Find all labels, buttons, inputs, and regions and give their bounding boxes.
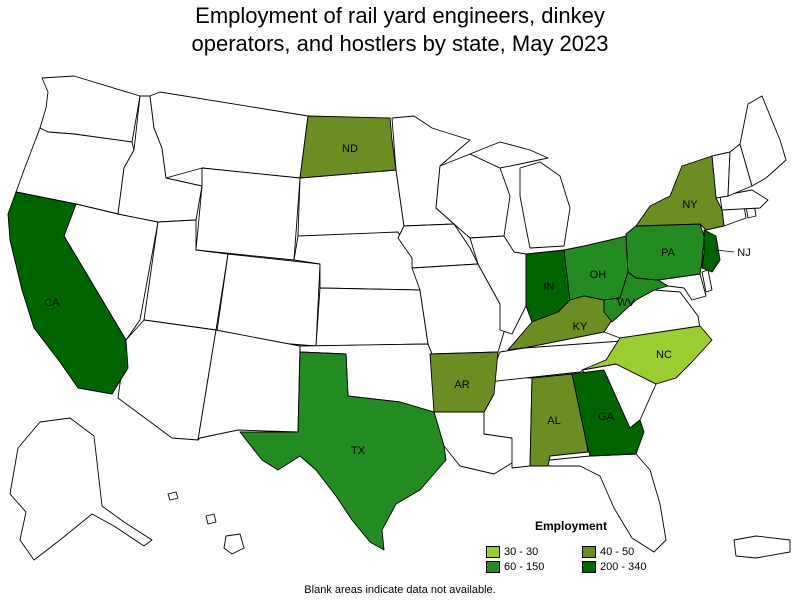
base-states [9, 75, 791, 561]
label-pa: PA [661, 247, 676, 259]
legend-swatch [582, 546, 596, 558]
puerto-rico [733, 535, 791, 559]
map-title: Employment of rail yard engineers, dinke… [0, 2, 800, 58]
state-tx [239, 351, 447, 551]
legend-label: 40 - 50 [600, 546, 635, 558]
state-oh [563, 235, 629, 301]
state-ks [315, 287, 429, 347]
state-labels: CA ND TX AR IN OH KY WV PA NY NJ NC AL G… [44, 143, 750, 457]
state-de [701, 269, 713, 293]
state-wy [195, 167, 301, 261]
state-hi-3 [223, 533, 245, 555]
state-nd [299, 115, 397, 179]
legend-swatch [582, 561, 596, 573]
state-ny [635, 155, 725, 231]
footnote: Blank areas indicate data not available. [304, 584, 496, 596]
label-nc: NC [656, 349, 672, 361]
title-line-2: operators, and hostlers by state, May 20… [191, 31, 609, 56]
state-ma [719, 189, 769, 211]
state-ak [9, 417, 153, 561]
state-nj [701, 229, 721, 273]
state-mi [469, 141, 571, 249]
state-wv [603, 271, 669, 323]
label-nd: ND [342, 143, 358, 155]
label-ga: GA [598, 411, 615, 423]
title-line-1: Employment of rail yard engineers, dinke… [195, 3, 605, 28]
state-il [469, 235, 527, 335]
data-states [7, 115, 725, 551]
label-ny: NY [682, 199, 698, 211]
state-me [739, 95, 787, 187]
label-ky: KY [573, 321, 588, 333]
legend-item: 60 - 150 [486, 561, 582, 573]
legend-title: Employment [534, 519, 607, 533]
label-wv: WV [617, 297, 635, 309]
label-in: IN [544, 281, 555, 293]
legend-label: 30 - 30 [504, 546, 539, 558]
label-ca: CA [44, 297, 60, 309]
legend-swatch [486, 561, 500, 573]
legend: Employment 30 - 30 40 - 50 60 - 150 200 … [486, 519, 666, 573]
state-ar [429, 351, 499, 413]
state-hi-1 [167, 491, 179, 501]
label-al: AL [547, 415, 560, 427]
legend-item: 200 - 340 [582, 561, 662, 573]
label-ar: AR [454, 379, 469, 391]
label-nj: NJ [737, 247, 750, 259]
state-nm [197, 329, 301, 441]
legend-label: 200 - 340 [600, 561, 647, 573]
label-tx: TX [351, 445, 366, 457]
state-ga [571, 369, 645, 457]
state-sd [297, 169, 405, 239]
state-ca [7, 191, 129, 395]
state-co [215, 253, 321, 347]
state-nc [581, 325, 713, 385]
legend-item: 30 - 30 [486, 546, 582, 558]
legend-label: 60 - 150 [504, 561, 545, 573]
nj-callout-line [715, 249, 735, 253]
legend-item: 40 - 50 [582, 546, 662, 558]
state-hi-2 [205, 513, 217, 525]
legend-swatch [486, 546, 500, 558]
label-oh: OH [590, 269, 607, 281]
state-mt [149, 91, 309, 179]
